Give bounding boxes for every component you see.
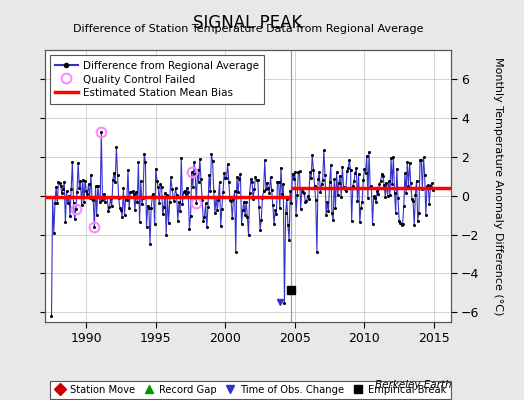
- Text: Difference of Station Temperature Data from Regional Average: Difference of Station Temperature Data f…: [73, 24, 423, 34]
- Text: SIGNAL PEAK: SIGNAL PEAK: [193, 14, 302, 32]
- Y-axis label: Monthly Temperature Anomaly Difference (°C): Monthly Temperature Anomaly Difference (…: [493, 57, 504, 315]
- Text: Berkeley Earth: Berkeley Earth: [375, 380, 452, 390]
- Legend: Station Move, Record Gap, Time of Obs. Change, Empirical Break: Station Move, Record Gap, Time of Obs. C…: [50, 381, 451, 398]
